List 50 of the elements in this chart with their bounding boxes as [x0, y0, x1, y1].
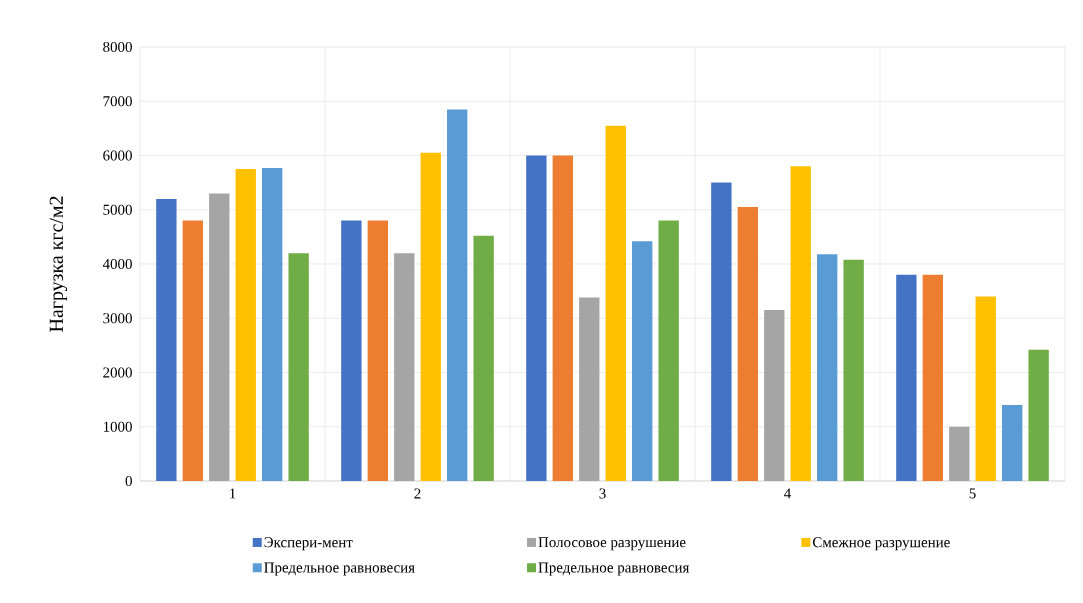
x-tick-label: 2: [414, 488, 421, 499]
bar: [975, 296, 996, 481]
x-tick-label: 5: [969, 488, 976, 499]
bar: [156, 198, 177, 481]
bar: [182, 220, 203, 481]
x-tick-label: 1: [230, 488, 236, 499]
y-tick-label: 0: [125, 475, 132, 487]
bar: [209, 193, 230, 481]
bar: [605, 125, 626, 481]
bar: [367, 220, 388, 481]
bar: [764, 310, 785, 481]
bar: [632, 241, 653, 481]
x-tick-label: 4: [784, 488, 792, 499]
y-tick-label: 8000: [103, 41, 132, 53]
bar: [262, 167, 283, 481]
bar: [526, 155, 547, 481]
bar: [790, 166, 811, 481]
bar: [922, 274, 943, 481]
y-tick-label: 2000: [103, 367, 132, 378]
bar: [552, 155, 573, 481]
bar: [447, 109, 468, 481]
x-tick-label: 3: [599, 488, 606, 499]
legend-label: Предельное равновесия: [264, 562, 415, 576]
bar: [896, 274, 917, 481]
bar: [394, 253, 415, 481]
bar: [473, 235, 494, 481]
bar: [579, 297, 600, 481]
bar: [658, 220, 679, 481]
y-axis-title: Нагрузка кгс/м2: [49, 196, 68, 332]
bar: [420, 152, 441, 481]
y-tick-label: 4000: [102, 258, 132, 270]
bar: [235, 169, 256, 481]
bar: [1002, 405, 1023, 481]
y-tick-label: 5000: [103, 204, 132, 215]
legend-label: Полосовое разрушение: [538, 537, 686, 551]
y-tick-label: 6000: [103, 150, 132, 161]
bar: [949, 426, 970, 481]
y-tick-label: 3000: [103, 313, 132, 324]
bar: [341, 220, 362, 481]
bar: [1028, 349, 1049, 481]
legend-label: Предельное равновесия: [538, 562, 690, 576]
y-tick-label: 1000: [103, 421, 132, 432]
bar: [817, 254, 838, 481]
bar: [737, 207, 758, 481]
y-tick-label: 7000: [103, 96, 132, 107]
legend-label: Экспери-мент: [264, 537, 353, 551]
legend-label: Смежное разрушение: [812, 537, 950, 551]
bar: [711, 182, 732, 481]
bar: [843, 259, 864, 481]
bar: [288, 253, 309, 481]
